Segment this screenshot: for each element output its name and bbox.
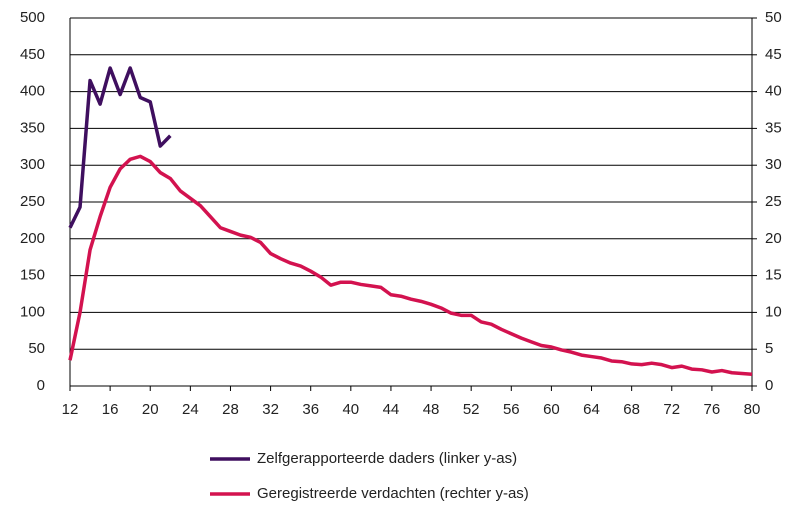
y-tick-label: 350 bbox=[20, 119, 45, 136]
series-line bbox=[68, 154, 753, 376]
y2-tick-label: 45 bbox=[765, 46, 782, 63]
y2-tick-label: 25 bbox=[765, 193, 782, 210]
series-line bbox=[68, 66, 172, 229]
x-tick-label: 36 bbox=[302, 401, 319, 418]
x-tick-label: 80 bbox=[744, 401, 761, 418]
y2-tick-label: 50 bbox=[765, 9, 782, 26]
legend-label: Geregistreerde verdachten (rechter y-as) bbox=[257, 485, 529, 502]
x-tick-label: 40 bbox=[342, 401, 359, 418]
y2-tick-label: 5 bbox=[765, 340, 773, 357]
y2-tick-label: 0 bbox=[765, 377, 773, 394]
x-tick-label: 60 bbox=[543, 401, 560, 418]
y2-tick-label: 20 bbox=[765, 230, 782, 247]
y-tick-label: 200 bbox=[20, 230, 45, 247]
x-tick-label: 24 bbox=[182, 401, 199, 418]
x-tick-label: 76 bbox=[704, 401, 721, 418]
y2-tick-label: 10 bbox=[765, 303, 782, 320]
x-tick-label: 12 bbox=[62, 401, 79, 418]
x-tick-label: 64 bbox=[583, 401, 600, 418]
y-tick-label: 500 bbox=[20, 9, 45, 26]
y2-tick-label: 40 bbox=[765, 83, 782, 100]
x-tick-label: 20 bbox=[142, 401, 159, 418]
x-tick-label: 56 bbox=[503, 401, 520, 418]
y-tick-label: 250 bbox=[20, 193, 45, 210]
legend-label: Zelfgerapporteerde daders (linker y-as) bbox=[257, 450, 517, 467]
x-tick-label: 68 bbox=[623, 401, 640, 418]
x-tick-label: 72 bbox=[663, 401, 680, 418]
x-tick-label: 28 bbox=[222, 401, 239, 418]
x-tick-label: 32 bbox=[262, 401, 279, 418]
x-tick-label: 48 bbox=[423, 401, 440, 418]
y-tick-label: 50 bbox=[28, 340, 45, 357]
x-tick-label: 52 bbox=[463, 401, 480, 418]
y-tick-label: 450 bbox=[20, 46, 45, 63]
y2-tick-label: 30 bbox=[765, 156, 782, 173]
x-tick-label: 44 bbox=[383, 401, 400, 418]
x-tick-label: 16 bbox=[102, 401, 119, 418]
y2-tick-label: 15 bbox=[765, 267, 782, 284]
y-tick-label: 400 bbox=[20, 83, 45, 100]
y-tick-label: 0 bbox=[37, 377, 45, 394]
y2-tick-label: 35 bbox=[765, 119, 782, 136]
y-tick-label: 150 bbox=[20, 267, 45, 284]
y-tick-label: 100 bbox=[20, 303, 45, 320]
y-tick-label: 300 bbox=[20, 156, 45, 173]
